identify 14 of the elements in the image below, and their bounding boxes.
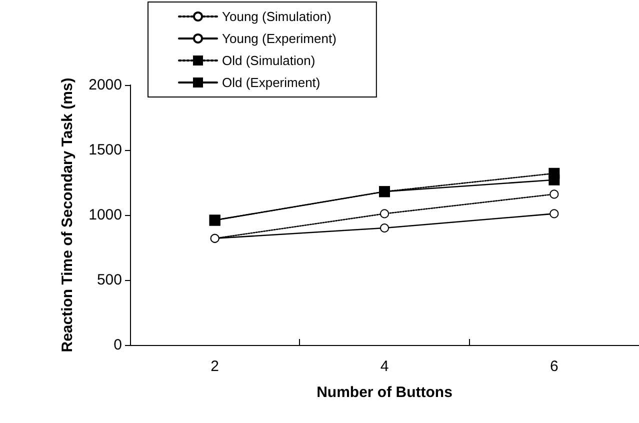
y-tick-label: 1000 bbox=[88, 206, 122, 224]
y-tick-label: 500 bbox=[96, 272, 122, 288]
x-axis-title: Number of Buttons bbox=[316, 384, 452, 401]
y-tick-label: 2000 bbox=[88, 76, 122, 94]
x-tick-label: 6 bbox=[550, 358, 558, 375]
x-tick-label: 4 bbox=[380, 358, 389, 375]
legend-label: Old (Experiment) bbox=[222, 75, 320, 90]
legend-label: Young (Experiment) bbox=[222, 31, 336, 46]
legend-label: Young (Simulation) bbox=[222, 9, 332, 24]
y-tick-label: 1500 bbox=[88, 142, 122, 158]
y-axis-title: Reaction Time of Secondary Task (ms) bbox=[59, 78, 76, 352]
y-tick-label: 0 bbox=[114, 336, 122, 354]
legend-label: Old (Simulation) bbox=[222, 53, 316, 68]
x-tick-label: 2 bbox=[210, 358, 220, 375]
